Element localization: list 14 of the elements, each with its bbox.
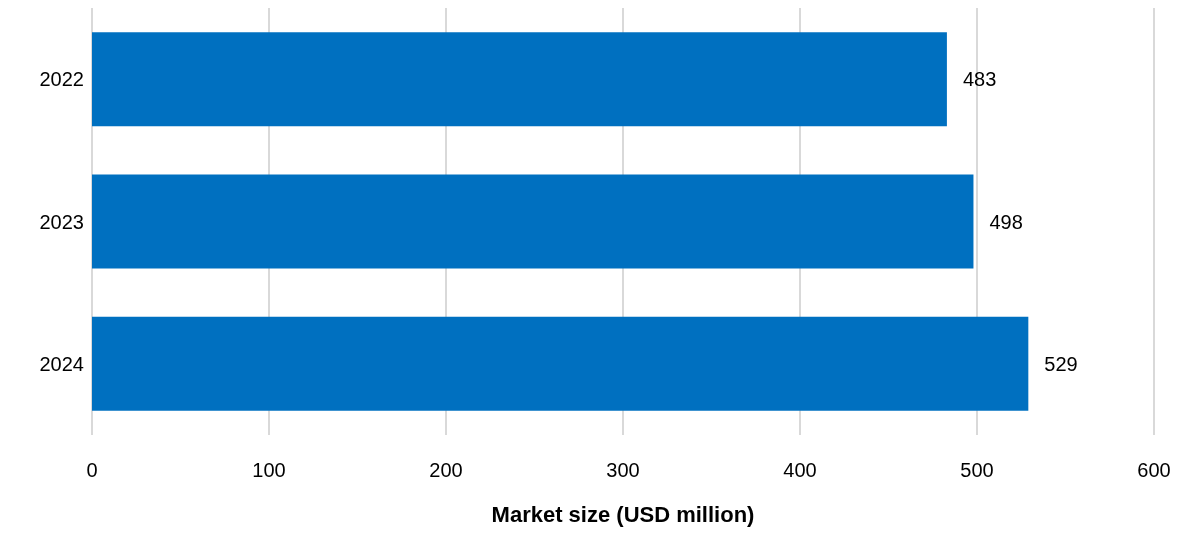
x-tick-label: 300 [606,459,640,482]
x-tick-label: 200 [429,459,463,482]
x-tick-label: 100 [252,459,286,482]
x-tick-label: 500 [960,459,994,482]
y-tick-label: 2023 [39,210,84,233]
y-tick-label: 2022 [39,68,84,91]
x-tick-label: 0 [86,459,98,482]
x-tick-label: 600 [1137,459,1171,482]
data-label: 498 [989,210,1023,233]
y-tick-label: 2024 [39,352,84,375]
data-label: 483 [962,68,997,91]
x-axis-title: Market size (USD million) [491,502,755,527]
x-tick-label: 400 [783,459,817,482]
data-label: 529 [1044,352,1078,375]
